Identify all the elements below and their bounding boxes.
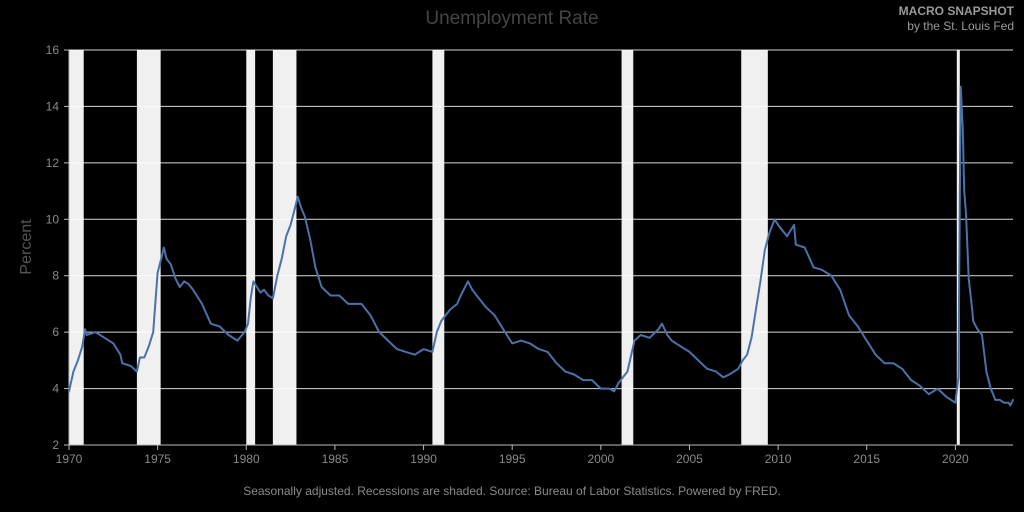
- y-tick-labels: 2 4 6 8 10 12 14 16: [46, 43, 69, 452]
- recession-band: [432, 50, 445, 445]
- y-tick-label: 2: [52, 438, 59, 452]
- y-tick-label: 10: [46, 212, 60, 226]
- x-tick-label: 1975: [144, 452, 171, 466]
- series-layer: [68, 85, 1014, 407]
- footer-note: Seasonally adjusted. Recessions are shad…: [243, 484, 781, 498]
- recession-band: [741, 50, 768, 445]
- recession-band: [69, 50, 84, 445]
- y-tick-label: 16: [46, 43, 60, 57]
- recession-band: [246, 50, 256, 445]
- x-tick-labels: 1970 1975 1980 1985 1990 1995 2000 2005 2010 2015…: [56, 445, 969, 466]
- chart-title: Unemployment Rate: [425, 8, 599, 29]
- y-tick-label: 6: [52, 325, 59, 339]
- axes: [68, 50, 1013, 446]
- y-tick-label: 14: [46, 99, 60, 113]
- brand-block: MACRO SNAPSHOT by the St. Louis Fed: [899, 4, 1014, 34]
- brand-subtitle: by the St. Louis Fed: [907, 19, 1014, 33]
- y-axis-label: Percent: [18, 219, 35, 275]
- unemployment-series-line: [68, 85, 1014, 407]
- brand-title: MACRO SNAPSHOT: [898, 4, 1014, 18]
- x-tick-label: 1990: [410, 452, 437, 466]
- x-tick-label: 2000: [587, 452, 614, 466]
- recession-band: [136, 50, 161, 445]
- y-tick-label: 4: [52, 382, 59, 396]
- x-tick-label: 1970: [56, 452, 83, 466]
- x-tick-label: 2020: [942, 452, 969, 466]
- recession-band: [621, 50, 634, 445]
- x-tick-label: 1995: [499, 452, 526, 466]
- x-tick-label: 2005: [676, 452, 703, 466]
- y-tick-label: 8: [52, 269, 59, 283]
- y-gridlines: [69, 49, 1013, 390]
- x-tick-label: 2015: [853, 452, 880, 466]
- x-tick-label: 1980: [233, 452, 260, 466]
- recession-band: [956, 50, 960, 445]
- x-tick-label: 2010: [765, 452, 792, 466]
- y-tick-label: 12: [46, 156, 60, 170]
- recession-bands: [69, 50, 960, 445]
- x-tick-label: 1985: [322, 452, 349, 466]
